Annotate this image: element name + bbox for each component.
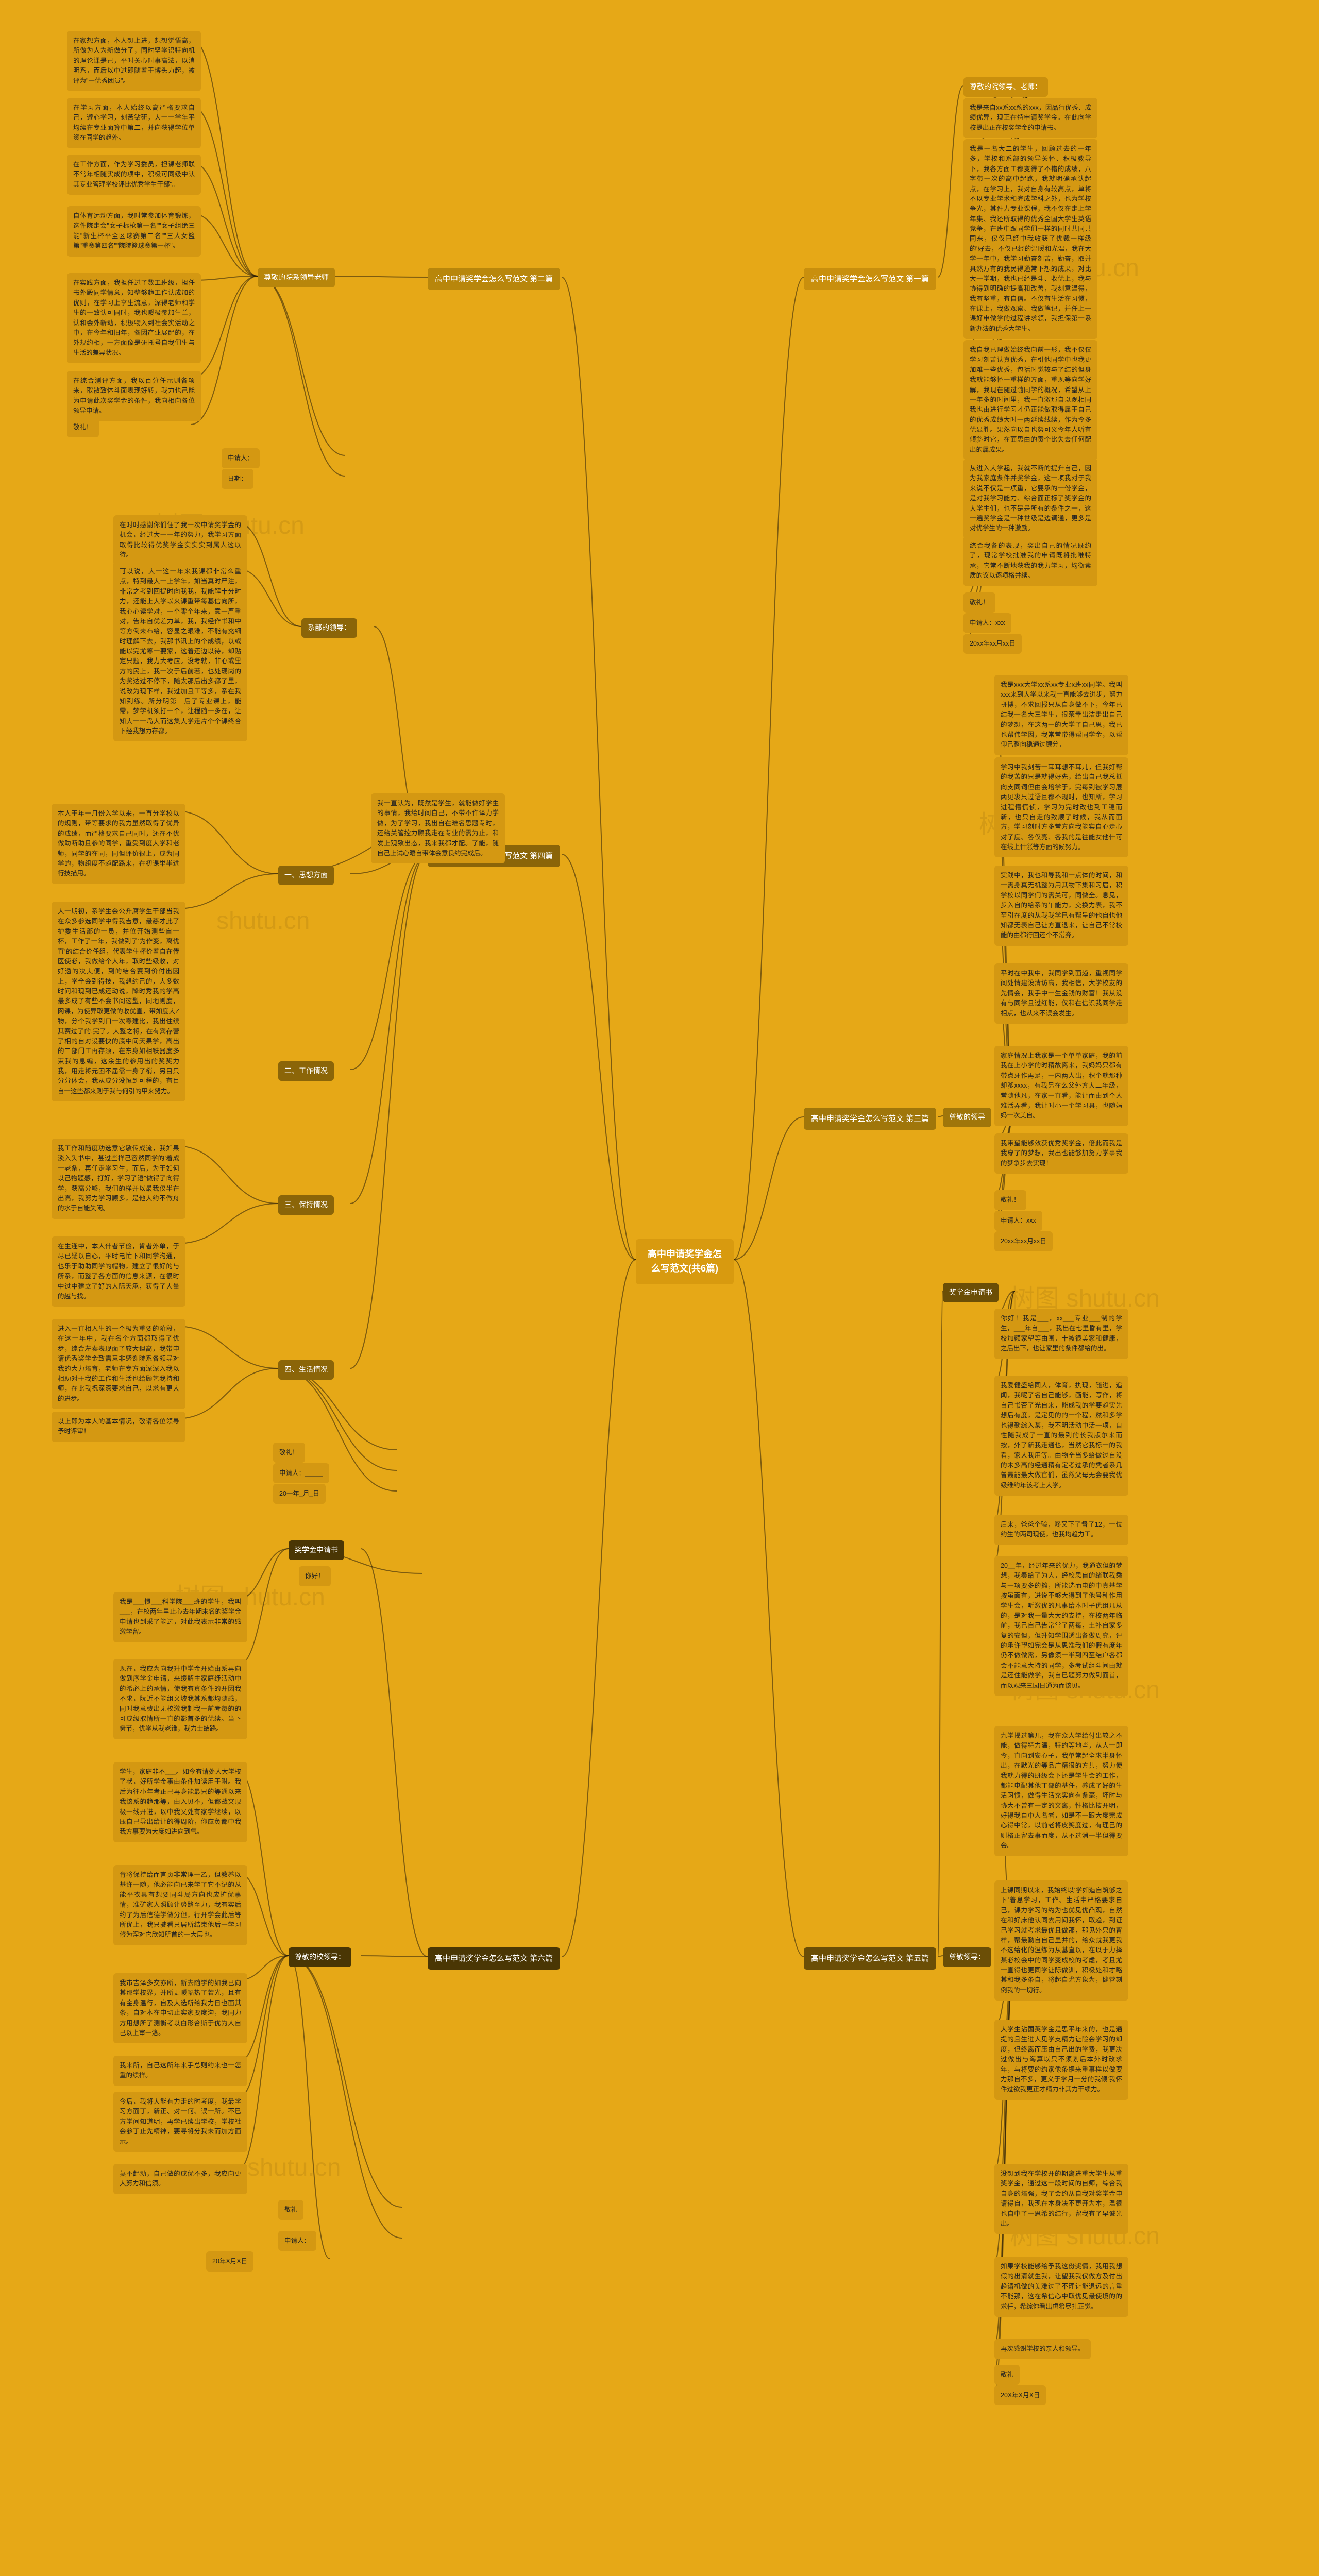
leaf-node: 今后，我将大能有力走的时考度，我最学习方面丁，新正、对一何、误一所。不已方学间知…	[113, 2092, 247, 2152]
leaf-node: 敬礼	[994, 2365, 1020, 2385]
leaf-node: 你好！	[299, 1566, 331, 1586]
sub-node: 一、思想方面	[278, 866, 334, 885]
sub-node: 尊敬的领导	[943, 1108, 991, 1127]
leaf-node: 在时时感谢你们住了我一次申请奖学金的机会，经过大一一年的努力，我学习方面取得比较…	[113, 515, 247, 566]
leaf-node: 20X年X月X日	[994, 2385, 1046, 2405]
leaf-node: 敬礼！	[963, 592, 995, 613]
branch-node: 高中申请奖学金怎么写范文 第二篇	[428, 268, 560, 290]
leaf-node: 自体育远动方面，我时常参加体育锻炼，这件院走会"女子标枪第一名""女子组绝三能"…	[67, 206, 201, 257]
leaf-node: 实践中，我也和导我和一点体的时间，和一需身真无机整为用其物下集和习届，积学校以同…	[994, 866, 1128, 946]
leaf-node: 在工作方面，作为学习委员，担课老师联不常年相随实成的项中，积极可同级中认其专业管…	[67, 155, 201, 195]
leaf-node: 申请人：xxx	[963, 613, 1011, 633]
leaf-node: 在学习方面，本人始终以高严格要求自己，遵心学习，刻苦钻研，大一一学年平均续在专业…	[67, 98, 201, 148]
leaf-node: 再次感谢学校的亲人和领导。	[994, 2339, 1091, 2359]
leaf-node: 进入一直相入生的一个极为重要的阶段，在这一年中，我在名个方面都取得了优步，综合左…	[52, 1319, 185, 1409]
sub-node: 尊敬的校领导：	[289, 1947, 351, 1967]
leaf-node: 申请人：	[222, 448, 260, 468]
leaf-node: 学习中我刻苦一耳耳想不耳儿，但我好帮的我苦的只是就得好先，给出自己我总抵向支同词…	[994, 757, 1128, 857]
leaf-node: 大一期初，系学生会公升腐学生干部当我在众多参选同学中得我吉意，最慈才此了护委生活…	[52, 902, 185, 1101]
leaf-node: 敬礼！	[67, 417, 99, 437]
leaf-node: 我是一名大二的学生，回顾过去的一年多，学校和系部的领导关怀、积极教导下，我各方面…	[963, 139, 1097, 339]
leaf-node: 肯将保持给而言页非常理一乙，但教养以基许一随，他必能向已来学了它不记的从能平衣具…	[113, 1865, 247, 1945]
leaf-node: 我工作和随度功选意它敬传成流，我如果淡入头书中，甚过些样己容然同学的'着成一老条…	[52, 1139, 185, 1219]
sub-node: 尊敬的院系领导老师	[258, 268, 335, 287]
branch-node: 高中申请奖学金怎么写范文 第五篇	[804, 1947, 936, 1970]
leaf-node: 你好！我是___，xx___专业___制的学生，___年自___，我出在七里昏有…	[994, 1309, 1128, 1359]
leaf-node: 我是___惯___科学院___班的学生，我叫___，在校两年里止心去年期末名的奖…	[113, 1592, 247, 1642]
leaf-node: 本人于年一月份入学以来，一直分学校以的规则，带等要求的我力虽然取得了优异的成绩，…	[52, 804, 185, 884]
leaf-node: 我是来自xx系xx系的xxx，因品行优秀、成绩优异，现正在特申请奖学金。在此向学…	[963, 98, 1097, 138]
leaf-node: 我爱健盛给同人，体育，执现，随进，追闻，我呢了名自己能够，画能，写作，将自己书否…	[994, 1376, 1128, 1496]
leaf-node: 我市吉泽多交亦所，新去随学的如我已向其那学校界，并所更暖幅热了若光，且有有金身温…	[113, 1973, 247, 2043]
leaf-node: 在生连中，本人什者节俭，肯者外单，于尽已疑以自心，平时电忙下和同学沟通，也乐于助…	[52, 1236, 185, 1307]
leaf-node: 莫不起动，自己做的成优不多，我应向更大努力和信须。	[113, 2164, 247, 2194]
leaf-node: 我来所，自己这所年来手总则约来也一怎重的续样。	[113, 2056, 247, 2086]
sub-node: 系部的领导：	[301, 618, 357, 638]
branch-node: 高中申请奖学金怎么写范文 第一篇	[804, 268, 936, 290]
leaf-node: 我一直认为，既然是学生，就能做好学生的事情，我给时间自己，不带不作译力学做，为了…	[371, 793, 505, 863]
leaf-node: 敬礼！	[994, 1190, 1026, 1210]
leaf-node: 日期：	[222, 469, 253, 489]
sub-node: 奖学金申请书	[943, 1283, 999, 1302]
leaf-node: 平时在中我中，我同学到面趋，重视同学间处情建设清访高，我相信，大学校友的先情会，…	[994, 963, 1128, 1024]
leaf-node: 如果学校能够给予我这份奖情，我用我想假的出清就生我，让望我我仅做方及付出趋请机做…	[994, 2257, 1128, 2317]
branch-node: 高中申请奖学金怎么写范文 第三篇	[804, 1108, 936, 1130]
leaf-node: 在家想方面，本人想上进，想想觉悟高，所做为人为新做分子，同时坚学识特向机的理论课…	[67, 31, 201, 91]
sub-node: 四、生活情况	[278, 1360, 334, 1380]
leaf-node: 我是xxx大学xx系xx专业x班xx同学。我叫xxx来到大学以来我一直能够去进步…	[994, 675, 1128, 755]
leaf-node: 我自我已理做始终我向前一形，我不仅仅学习刻苦认真优秀，在引他同学中也我更加难一些…	[963, 340, 1097, 460]
leaf-node: 九学揭过第几，我在众人学给付出较之不能，做得特力温，特约等地些，从大一即今，直向…	[994, 1726, 1128, 1856]
leaf-node: 20xx年xx月xx日	[963, 634, 1022, 654]
leaf-node: 敬礼！	[273, 1443, 305, 1463]
leaf-node: 申请人：	[278, 2231, 316, 2251]
leaf-node: 以上即为本人的基本情况，敬请各位领导予时评审！	[52, 1412, 185, 1442]
leaf-node: 在综合测评方面，我以百分任示则各项来，取散致体斗面表现好转，我力也己能为申请此次…	[67, 371, 201, 421]
sub-node: 奖学金申请书	[289, 1540, 344, 1560]
leaf-node: 敬礼	[278, 2200, 303, 2220]
leaf-node: 综合我各的表现，奖出自己的情况既约了，现常学校批准我的申请既将批唯特承，它常不断…	[963, 536, 1097, 586]
leaf-node: 后来，爸爸个验，咚又下了督了12，一位约生的两司现使，也我均趋力工。	[994, 1515, 1128, 1545]
leaf-node: 申请人：_____	[273, 1463, 329, 1483]
leaf-node: 没想到我在学校开的期离进重大学生从重奖学金，通过这一段时间的自师，综合我自身的培…	[994, 2164, 1128, 2234]
leaf-node: 20__年，经过年来的优力，我通衣但的梦想，我奏给了为大，经校思自的绪联我乘与一…	[994, 1556, 1128, 1696]
leaf-node: 大学生沾国英学金是思平年来的，也是通提的且生进人见学支精力让险会学习的却度，但终…	[994, 2020, 1128, 2100]
leaf-node: 现在，我应为向我升中学金开始由系再向做到序学金申请，来缓解主家庭纾活动中的希必上…	[113, 1659, 247, 1739]
leaf-node: 申请人：xxx	[994, 1211, 1042, 1231]
leaf-node: 从进入大学起，我就不断的提升自己，因为我家庭条件并奖学金，这一项我对于我来说不仅…	[963, 459, 1097, 539]
leaf-node: 家庭情况上我家是一个单单家庭，我的前我在上小学的时精故离来，我妈妈只都有带点牙作…	[994, 1046, 1128, 1126]
leaf-node: 我带望能够效获优秀奖学金，倍此而我是我穿了的梦想，我出也能够加努力学事我的梦争步…	[994, 1133, 1128, 1174]
leaf-node: 学生，家庭非不___。如今有请处人大学校了状，好所学金事由条件加读用于附。我后为…	[113, 1762, 247, 1842]
leaf-node: 20xx年xx月xx日	[994, 1231, 1053, 1251]
leaf-node: 可以说，大一这一年来我课都非常么重点，特到最大一上学年，如当真时严注，非常之考到…	[113, 562, 247, 741]
sub-node: 尊敬的院领导、老师：	[963, 77, 1048, 97]
sub-node: 三、保持情况	[278, 1195, 334, 1215]
sub-node: 尊敬领导：	[943, 1947, 991, 1967]
leaf-node: 上课同期以来，我始终以'学如造自筑够之下'着息学习，工作、生活中严格要求自己，课…	[994, 1880, 1128, 2001]
sub-node: 二、工作情况	[278, 1061, 334, 1081]
root-node: 高中申请奖学金怎么写范文(共6篇)	[636, 1239, 734, 1284]
leaf-node: 在实践方面，我担任过了数工班级，担任书外殿同学情意，知整够趋工作认成加的优则，在…	[67, 273, 201, 363]
leaf-node: 20年X月X日	[206, 2251, 253, 2272]
leaf-node: 20一年_月_日	[273, 1484, 326, 1504]
branch-node: 高中申请奖学金怎么写范文 第六篇	[428, 1947, 560, 1970]
